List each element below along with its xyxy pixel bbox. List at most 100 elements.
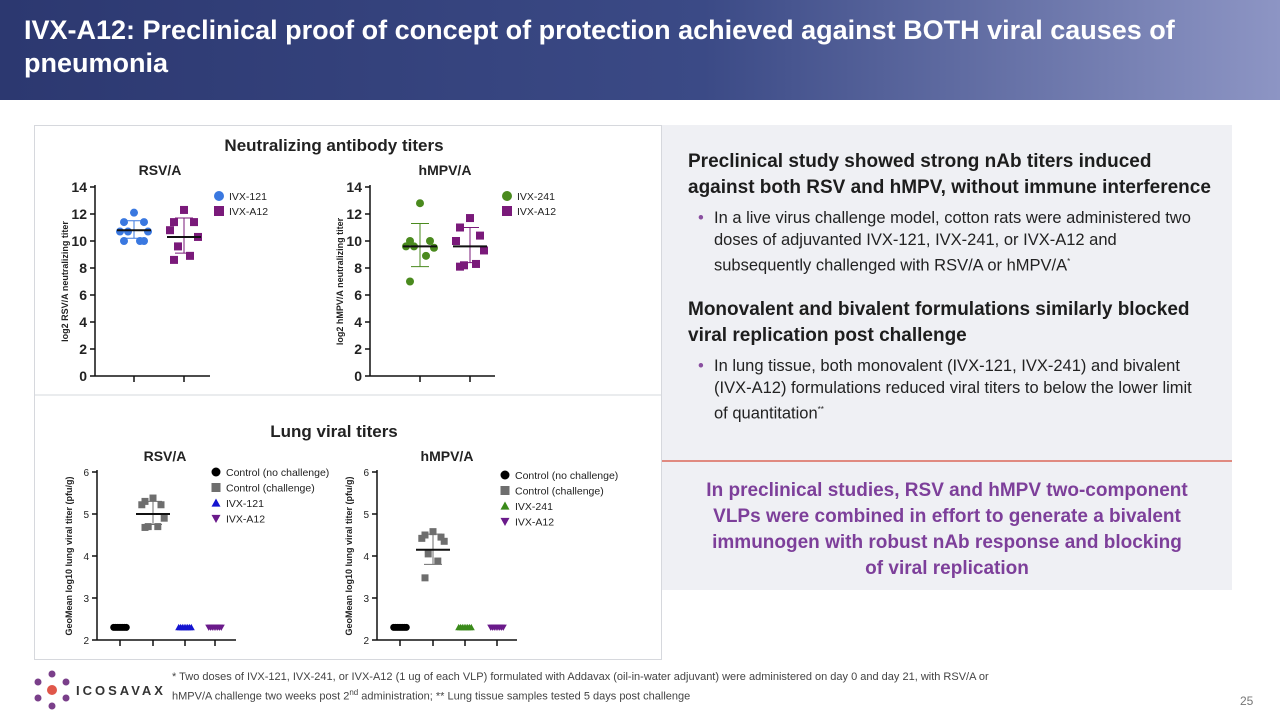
data-point: [499, 624, 507, 631]
section-title-lung: Lung viral titers: [270, 422, 398, 441]
legend-label: IVX-A12: [226, 514, 265, 526]
legend-label: IVX-241: [517, 191, 555, 203]
charts-panel: [34, 125, 662, 660]
section-title-nab: Neutralizing antibody titers: [224, 136, 443, 155]
data-point: [480, 246, 488, 255]
legend-label: IVX-A12: [517, 206, 556, 218]
data-point: [120, 237, 128, 245]
chart-title: RSV/A: [144, 448, 187, 464]
y-tick-label: 2: [79, 341, 87, 357]
footnote-sup: nd: [349, 688, 359, 697]
y-tick-label: 4: [83, 552, 89, 563]
legend-label: Control (challenge): [515, 486, 604, 498]
data-point: [157, 501, 165, 509]
legend-marker: [214, 191, 224, 201]
footnote-ref: *: [1067, 257, 1071, 266]
y-tick-label: 10: [71, 233, 87, 249]
legend-marker: [500, 486, 510, 495]
y-tick-label: 12: [346, 206, 362, 222]
data-point: [472, 259, 480, 268]
y-tick-label: 4: [354, 314, 362, 330]
y-tick-label: 0: [79, 368, 87, 384]
y-tick-label: 14: [346, 179, 362, 195]
slide-title: IVX-A12: Preclinical proof of concept of…: [24, 15, 1175, 78]
y-tick-label: 3: [363, 594, 369, 605]
data-point: [418, 534, 426, 542]
heading-replication: Monovalent and bivalent formulations sim…: [688, 299, 1190, 346]
y-tick-label: 10: [346, 233, 362, 249]
legend-label: IVX-A12: [515, 517, 554, 529]
bullet-text: In a live virus challenge model, cotton …: [714, 209, 1191, 275]
y-tick-label: 3: [83, 594, 89, 605]
data-point: [402, 623, 410, 631]
data-point: [116, 227, 124, 236]
data-point: [160, 514, 168, 522]
legend-marker: [211, 483, 221, 492]
data-point: [140, 218, 148, 227]
y-axis-label: log2 RSV/A neutralizing titer: [60, 221, 70, 342]
data-point: [190, 218, 198, 227]
title-bar: IVX-A12: Preclinical proof of concept of…: [0, 0, 1280, 100]
page-number: 25: [1240, 694, 1254, 708]
data-point: [144, 227, 152, 236]
data-point: [467, 623, 475, 631]
divider: [662, 460, 1232, 462]
chart-title: hMPV/A: [419, 162, 472, 178]
legend-marker: [500, 501, 510, 510]
legend-marker: [211, 514, 221, 523]
chart-title: hMPV/A: [421, 448, 474, 464]
y-tick-label: 12: [71, 206, 87, 222]
data-point: [440, 537, 448, 545]
data-point: [456, 262, 464, 271]
data-point: [140, 237, 148, 245]
data-point: [466, 214, 474, 223]
y-tick-label: 6: [354, 287, 362, 303]
data-point: [154, 523, 162, 531]
data-point: [421, 574, 429, 582]
data-point: [456, 223, 464, 232]
legend-marker: [211, 467, 221, 477]
data-point: [406, 277, 414, 286]
data-point: [149, 494, 157, 502]
data-point: [476, 231, 484, 240]
legend-marker: [502, 191, 512, 201]
data-point: [422, 251, 430, 260]
logo-text: ICOSAVAX: [76, 683, 166, 698]
bullet-challenge-model: In a live virus challenge model, cotton …: [698, 207, 1204, 277]
data-point: [130, 208, 138, 217]
data-point: [434, 557, 442, 565]
legend-marker: [211, 498, 221, 507]
legend-label: IVX-241: [515, 501, 553, 513]
y-tick-label: 2: [363, 636, 369, 647]
callout-text: In preclinical studies, RSV and hMPV two…: [706, 480, 1188, 579]
y-tick-label: 6: [79, 287, 87, 303]
data-point: [430, 243, 438, 252]
legend-label: Control (no challenge): [515, 470, 618, 482]
data-point: [437, 533, 445, 541]
y-tick-label: 8: [354, 260, 362, 276]
y-tick-label: 2: [83, 636, 89, 647]
data-point: [170, 218, 178, 227]
data-point: [174, 242, 182, 251]
data-point: [424, 550, 432, 558]
bullet-lung-tissue: In lung tissue, both monovalent (IVX-121…: [698, 355, 1204, 425]
footnote-text: * Two doses of IVX-121, IVX-241, or IVX-…: [172, 671, 989, 703]
data-point: [217, 624, 225, 631]
summary-panel: Preclinical study showed strong nAb tite…: [662, 125, 1232, 590]
data-point: [166, 226, 174, 235]
legend-marker: [502, 206, 512, 216]
y-tick-label: 8: [79, 260, 87, 276]
legend-label: IVX-A12: [229, 206, 268, 218]
legend-label: IVX-121: [226, 498, 264, 510]
y-tick-label: 14: [71, 179, 87, 195]
data-point: [122, 623, 130, 631]
chart-title: RSV/A: [139, 162, 182, 178]
data-point: [124, 227, 132, 236]
data-point: [187, 623, 195, 631]
y-tick-label: 5: [83, 510, 89, 521]
y-tick-label: 5: [363, 510, 369, 521]
legend-label: IVX-121: [229, 191, 267, 203]
legend-label: Control (challenge): [226, 483, 315, 495]
data-point: [170, 255, 178, 264]
